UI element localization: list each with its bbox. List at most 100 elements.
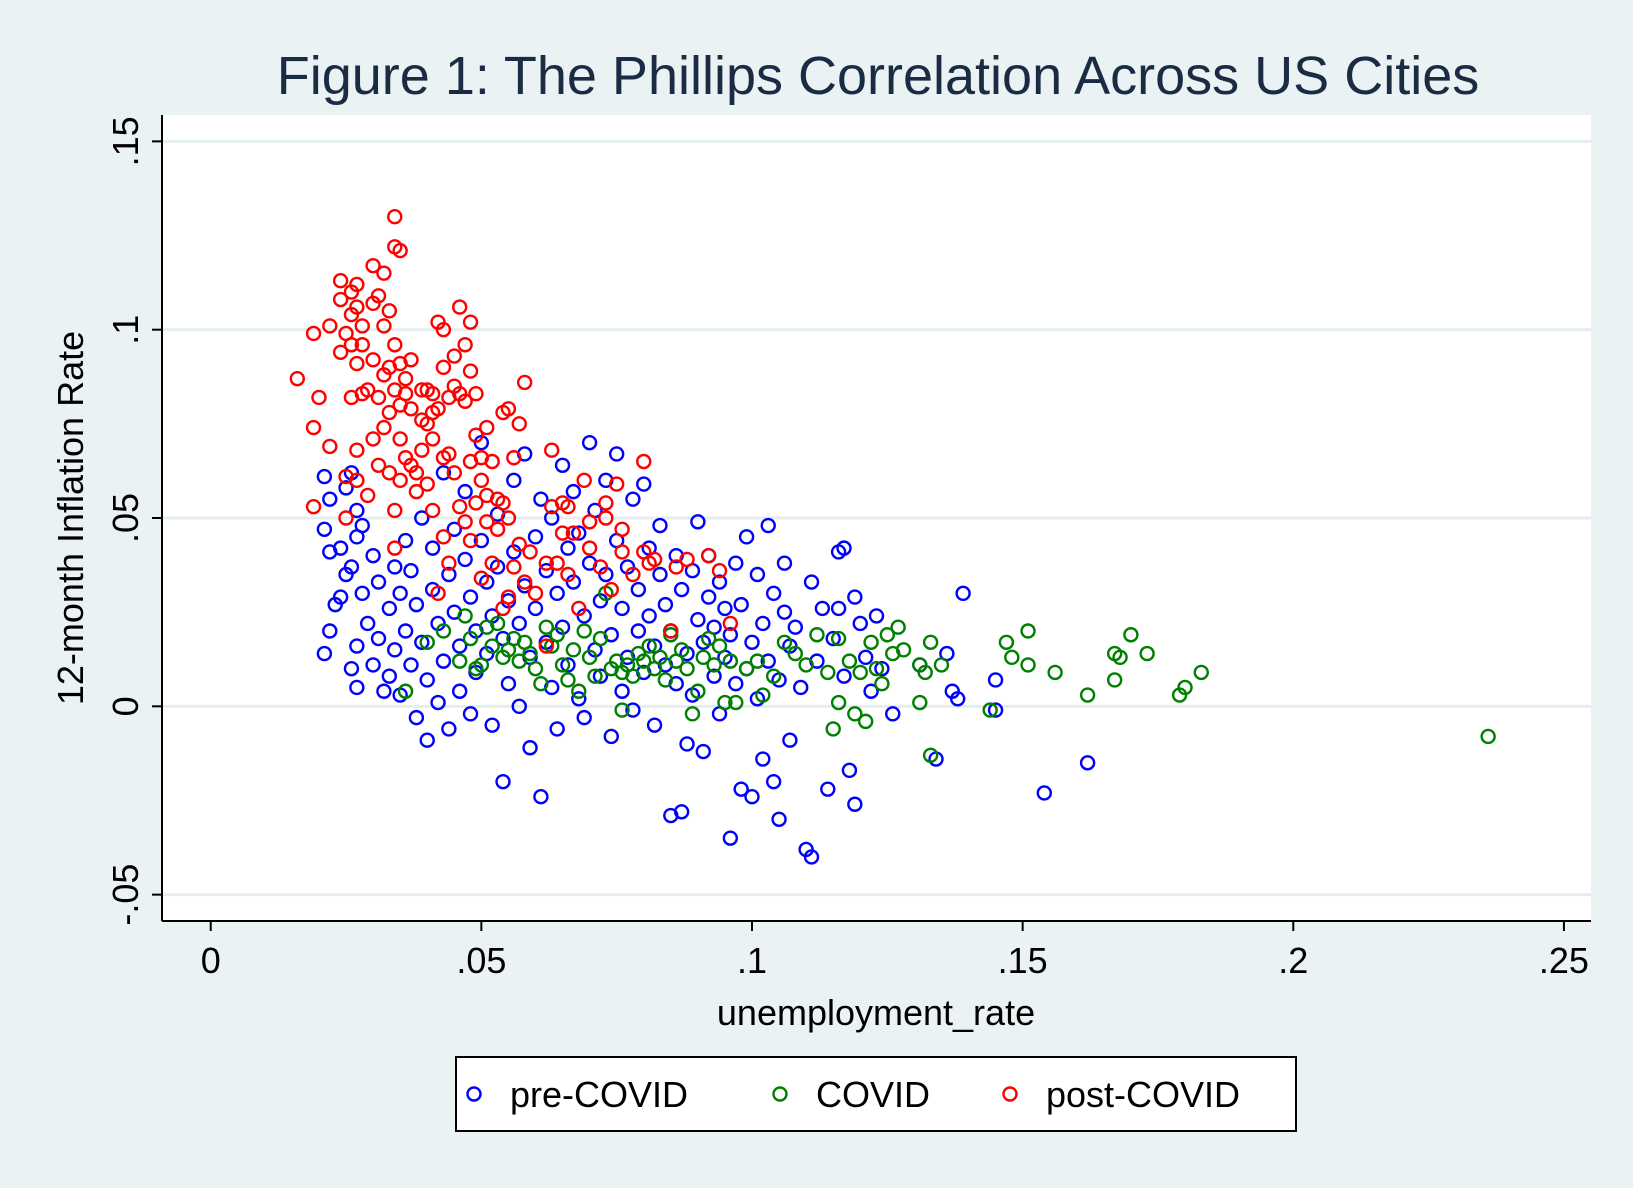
data-point [863, 634, 879, 650]
data-point [403, 352, 419, 368]
data-point [473, 472, 490, 489]
data-point [349, 355, 365, 372]
data-point [684, 706, 701, 722]
data-point [571, 600, 587, 617]
data-point [457, 393, 473, 409]
data-point [495, 773, 511, 790]
data-point [587, 668, 603, 684]
data-point [533, 676, 549, 692]
data-point [755, 751, 771, 767]
data-point [468, 495, 484, 511]
data-point [376, 318, 392, 334]
data-point [787, 645, 804, 662]
data-point [354, 517, 370, 534]
data-point [879, 627, 896, 643]
legend: pre-COVID COVID post-COVID [455, 1056, 1297, 1132]
data-point [776, 555, 793, 571]
data-point [874, 660, 890, 677]
data-point [387, 208, 403, 225]
data-point [571, 683, 587, 699]
data-point [305, 499, 322, 515]
data-point [598, 495, 614, 511]
data-point [332, 273, 349, 289]
data-point [722, 830, 739, 846]
data-point [603, 728, 619, 745]
data-point [332, 344, 349, 360]
data-point [987, 702, 1004, 718]
data-point [522, 645, 538, 662]
data-point [343, 337, 360, 353]
data-point [435, 321, 452, 338]
data-point [717, 600, 733, 617]
data-point [711, 563, 728, 579]
data-point [922, 747, 939, 763]
data-point [722, 627, 739, 643]
data-point [322, 623, 338, 639]
data-point [457, 514, 473, 530]
data-point [392, 242, 408, 259]
data-point [598, 510, 614, 526]
data-point [414, 510, 430, 526]
data-point [435, 465, 452, 481]
data-point [711, 638, 728, 654]
data-point [679, 736, 695, 752]
data-point [397, 623, 414, 639]
data-point [403, 563, 419, 579]
data-point [359, 382, 376, 398]
data-point [376, 265, 392, 281]
data-point [365, 547, 381, 564]
data-point [917, 664, 933, 681]
data-point [679, 551, 695, 568]
data-point [354, 337, 370, 353]
data-point [349, 276, 365, 293]
data-point [581, 649, 598, 666]
data-point [603, 581, 619, 598]
data-point [365, 257, 381, 274]
data-point [387, 337, 403, 353]
data-point [349, 638, 365, 654]
data-point [1036, 785, 1052, 801]
data-point [349, 442, 365, 458]
data-point [414, 634, 430, 650]
data-point [349, 299, 365, 315]
data-point [955, 585, 971, 602]
data-point [549, 585, 565, 602]
data-point [527, 660, 544, 677]
data-point [738, 660, 755, 677]
data-point [408, 709, 425, 726]
data-point [462, 314, 479, 330]
data-point [706, 657, 722, 673]
data-point [376, 683, 392, 699]
data-point [527, 529, 544, 545]
data-point [571, 691, 587, 707]
x-tick-label: .25 [1539, 940, 1589, 981]
data-point [511, 698, 527, 715]
data-point [636, 476, 652, 492]
data-point [744, 789, 760, 805]
data-point [332, 589, 349, 605]
legend-label: COVID [816, 1074, 930, 1115]
data-point [625, 566, 641, 583]
data-point [1193, 664, 1209, 681]
y-tick-label: .1 [105, 315, 146, 345]
data-point [462, 589, 479, 605]
data-point [868, 608, 885, 624]
data-point [322, 491, 338, 507]
data-point [982, 702, 998, 718]
data-point [814, 600, 831, 617]
data-point [414, 442, 430, 458]
data-point [419, 732, 435, 748]
data-point [868, 660, 885, 677]
data-point [452, 299, 468, 315]
data-point [381, 404, 398, 421]
data-point [625, 668, 641, 684]
data-point [397, 683, 414, 699]
data-point [430, 694, 446, 711]
data-point [765, 773, 782, 790]
data-point [538, 638, 555, 654]
data-point [841, 762, 858, 779]
data-point [435, 359, 452, 376]
data-point [468, 427, 484, 443]
data-point [625, 491, 641, 507]
data-point [343, 559, 360, 575]
